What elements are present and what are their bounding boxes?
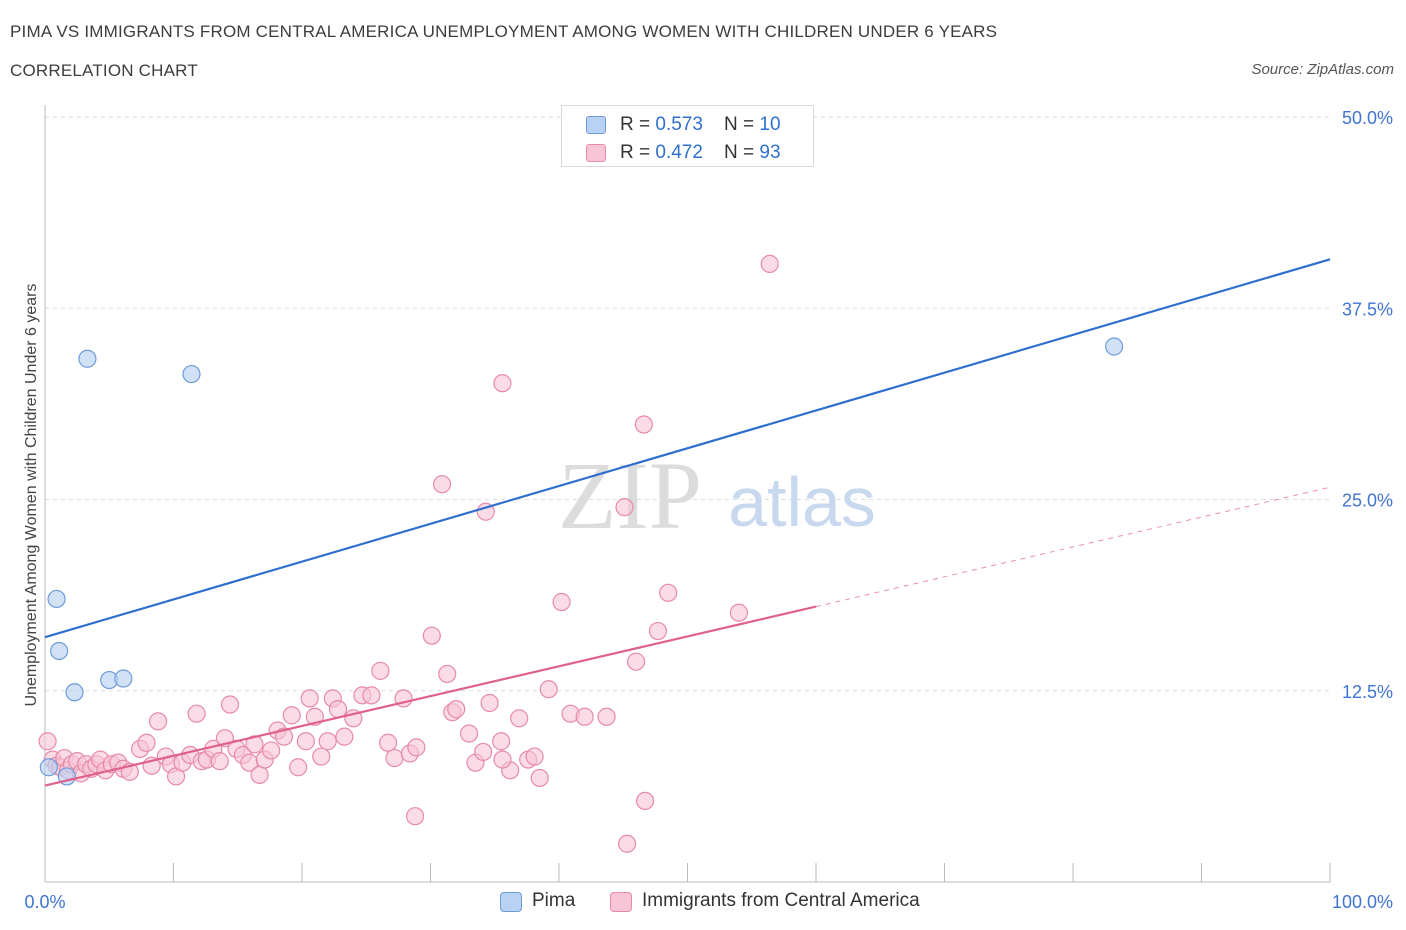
immigrants-point (250, 765, 269, 785)
gridlines (45, 116, 1330, 692)
chart-title: PIMA VS IMMIGRANTS FROM CENTRAL AMERICA … (10, 22, 998, 41)
immigrants-point (210, 752, 229, 771)
immigrants-point (480, 693, 499, 713)
pima-trendline (44, 258, 1331, 639)
immigrants-point (335, 727, 354, 746)
immigrants-point (378, 733, 398, 752)
source-label: Source: ZipAtlas.com (1251, 61, 1394, 78)
immigrants-point (312, 747, 331, 766)
immigrants-point (635, 791, 655, 811)
chart-subtitle: CORRELATION CHART (10, 61, 198, 80)
bottom-legend-swatch-immigrants (610, 892, 632, 912)
immigrants-point (289, 758, 308, 777)
immigrants-point (493, 750, 512, 769)
legend-n-value: 93 (759, 142, 781, 163)
immigrants-point (328, 700, 348, 719)
y-axis-label: Unemployment Among Women with Children U… (23, 283, 40, 707)
legend-r-value: 0.573 (655, 114, 703, 135)
x-tick-label: 0.0% (24, 892, 65, 912)
pima-points (39, 337, 1124, 786)
immigrants-point (38, 732, 57, 751)
immigrants-point (438, 664, 457, 684)
immigrants-point (474, 742, 493, 762)
bottom-legend-label-pima: Pima (532, 890, 576, 911)
immigrants-point (296, 732, 315, 751)
legend-n-label: N = (724, 142, 760, 163)
immigrants-point (187, 704, 206, 723)
immigrants-point (447, 700, 466, 719)
immigrants-point (760, 254, 779, 273)
watermark-zip: ZIP (558, 442, 702, 549)
immigrants-point (659, 583, 678, 602)
immigrants-point (530, 768, 549, 788)
immigrants-point (220, 695, 240, 714)
immigrants-point (362, 686, 381, 705)
immigrants-point (618, 834, 637, 853)
immigrants-point (245, 735, 264, 754)
immigrants-point (318, 732, 337, 751)
legend-n-label: N = (724, 114, 760, 135)
immigrants-point (525, 747, 544, 766)
immigrants-point (648, 621, 668, 641)
legend-r-label: R = (620, 114, 656, 135)
axes (44, 105, 1331, 883)
immigrants-point (385, 748, 404, 768)
tick-labels: 12.5% 25.0% 37.5% 50.0% 0.0% 100.0% (24, 108, 1393, 912)
immigrants-point (615, 498, 634, 517)
y-tick-label: 12.5% (1342, 682, 1393, 702)
pima-point (50, 641, 69, 661)
bottom-legend-label-immigrants: Immigrants from Central America (642, 890, 920, 911)
y-tick-label: 50.0% (1342, 108, 1393, 128)
watermark: ZIP atlas (558, 442, 876, 549)
immigrants-point (274, 727, 294, 746)
immigrants-point (510, 709, 529, 728)
legend-r-value: 0.472 (655, 142, 703, 163)
immigrants-point (492, 732, 511, 751)
pima-point (39, 758, 58, 777)
immigrants-point (552, 592, 571, 612)
immigrants-point (432, 475, 452, 494)
immigrants-point (300, 689, 319, 708)
bottom-legend-swatch-pima (500, 892, 522, 912)
immigrants-point (634, 415, 653, 434)
immigrants-trendline-extension (815, 486, 1331, 608)
immigrants-point (539, 680, 558, 699)
immigrants-point (729, 603, 749, 622)
y-tick-label: 25.0% (1342, 491, 1393, 511)
y-tick-label: 37.5% (1342, 299, 1393, 319)
immigrants-trendline (44, 605, 817, 787)
immigrants-point (371, 661, 390, 680)
immigrants-point (476, 502, 495, 521)
immigrants-point (407, 738, 426, 757)
x-tick-label: 100.0% (1332, 892, 1393, 912)
pima-point (65, 683, 84, 702)
immigrants-point (137, 733, 156, 752)
trendlines (44, 258, 1331, 787)
pima-point (114, 669, 133, 688)
immigrants-point (262, 741, 281, 760)
pima-point (47, 589, 66, 609)
pima-point (182, 364, 201, 384)
legend-r-label: R = (620, 142, 656, 163)
pima-point (1105, 337, 1124, 356)
immigrants-point (282, 706, 301, 725)
stats-legend: R = 0.573 N = 10 R = 0.472 N = 93 (561, 105, 814, 167)
legend-swatch-pima (586, 116, 606, 134)
immigrants-point (626, 652, 646, 671)
immigrants-point (597, 707, 616, 726)
immigrants-point (422, 626, 441, 645)
immigrants-point (148, 712, 168, 731)
immigrants-point (405, 807, 425, 826)
pima-point (78, 349, 97, 368)
immigrants-point (575, 707, 594, 726)
immigrants-points (38, 254, 779, 853)
watermark-atlas: atlas (728, 463, 876, 541)
immigrants-point (493, 374, 512, 393)
legend-swatch-immigrants (586, 144, 606, 162)
immigrants-point (459, 724, 479, 743)
legend-n-value: 10 (759, 114, 781, 135)
